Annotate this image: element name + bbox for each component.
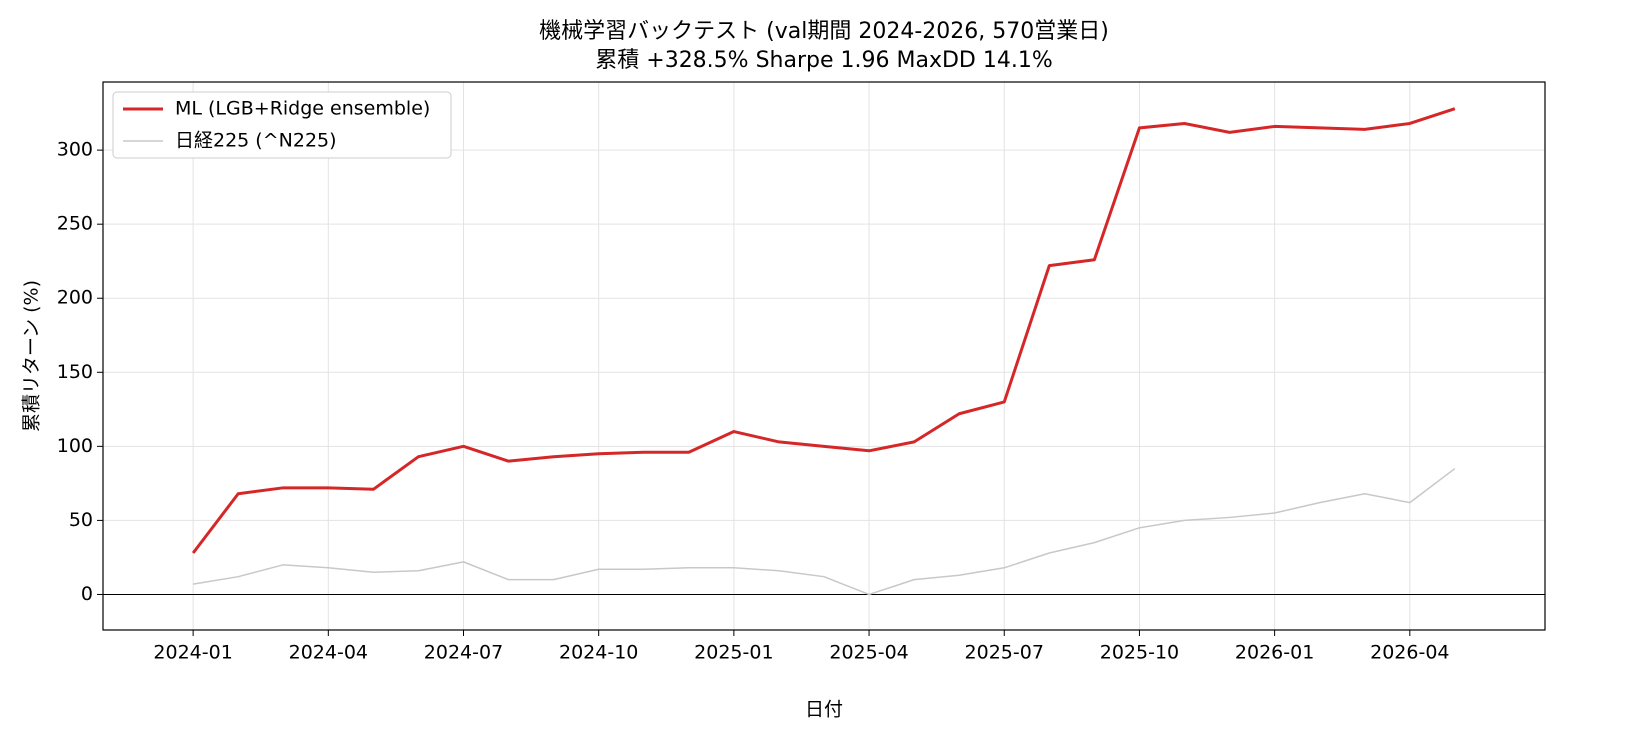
legend-label: ML (LGB+Ridge ensemble): [175, 98, 430, 120]
y-tick-label: 150: [57, 361, 93, 383]
x-tick-label: 2024-10: [559, 642, 638, 664]
chart-title: 機械学習バックテスト (val期間 2024-2026, 570営業日): [539, 19, 1109, 44]
x-tick-label: 2024-04: [289, 642, 368, 664]
y-tick-label: 200: [57, 287, 93, 309]
y-tick-label: 100: [57, 435, 93, 457]
series-line: [191, 107, 1456, 554]
x-tick-label: 2024-01: [153, 642, 232, 664]
x-tick-label: 2025-07: [965, 642, 1044, 664]
y-tick-label: 250: [57, 213, 93, 235]
y-axis-label: 累積リターン (%): [21, 280, 43, 432]
x-tick-label: 2026-01: [1235, 642, 1314, 664]
x-axis-label: 日付: [805, 699, 843, 721]
legend-label: 日経225 (^N225): [175, 130, 337, 152]
series-line: [193, 467, 1456, 596]
plot-frame: [102, 81, 1546, 631]
x-tick-label: 2025-04: [829, 642, 908, 664]
x-tick-label: 2025-01: [694, 642, 773, 664]
x-tick-label: 2024-07: [424, 642, 503, 664]
x-tick-label: 2026-04: [1370, 642, 1449, 664]
y-tick-label: 50: [69, 509, 93, 531]
chart-subtitle: 累積 +328.5% Sharpe 1.96 MaxDD 14.1%: [595, 48, 1052, 73]
x-tick-label: 2025-10: [1100, 642, 1179, 664]
legend-box: [112, 91, 452, 159]
y-tick-label: 300: [57, 139, 93, 161]
y-tick-label: 0: [81, 583, 93, 605]
